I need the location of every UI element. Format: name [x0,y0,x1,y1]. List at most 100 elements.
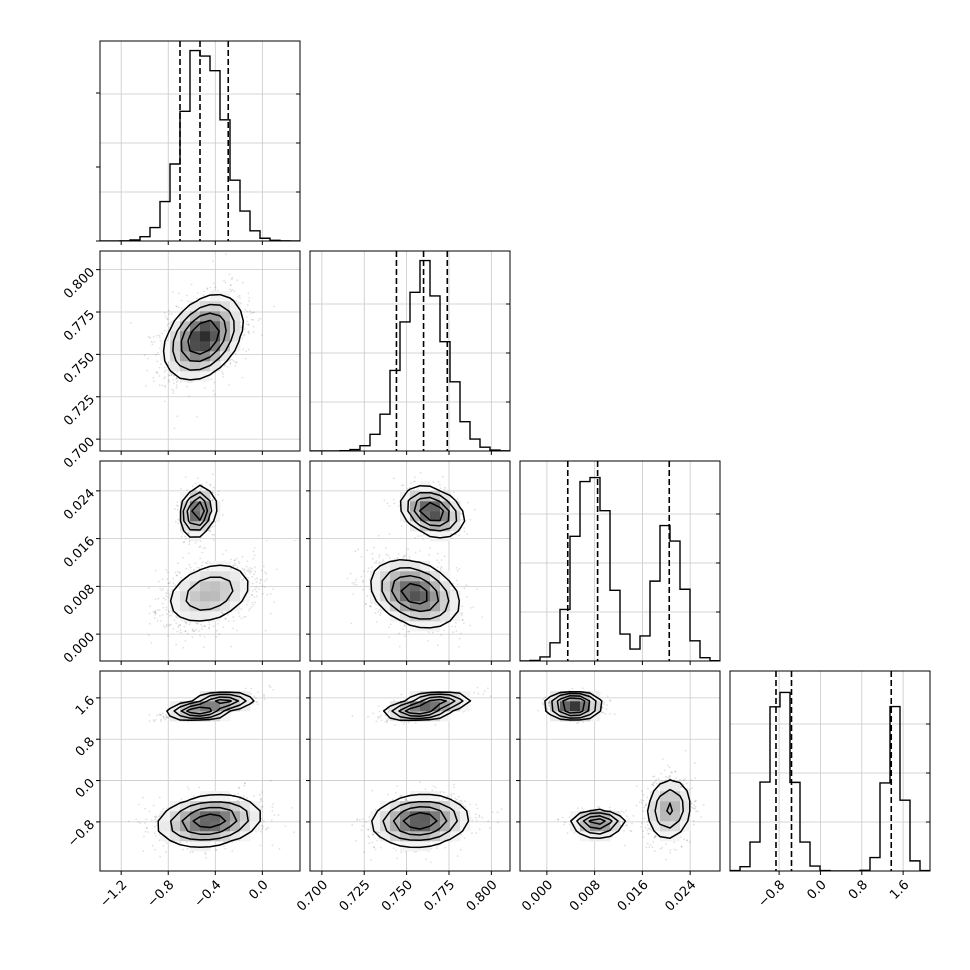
sample-point [240,608,243,610]
sample-point [192,630,195,633]
sample-point [362,588,364,591]
sample-point [451,537,453,540]
sample-point [148,612,151,615]
sample-point [187,552,190,555]
contour-line [169,484,249,622]
sample-point [167,610,170,612]
sample-point [460,614,463,617]
sample-point [262,592,264,595]
sample-point [157,609,160,612]
sample-point [350,622,353,625]
sample-point [384,547,387,550]
sample-point [246,569,248,572]
density-cell [190,331,201,342]
sample-point [234,364,237,367]
sample-point [235,557,238,560]
sample-point [403,555,405,557]
sample-point [247,568,250,571]
sample-point [163,400,166,403]
sample-point [250,312,253,315]
sample-point [151,343,154,346]
sample-point [166,317,168,320]
sample-point [240,578,243,581]
sample-point [155,353,158,356]
sample-point [167,635,169,637]
sample-point [167,592,169,594]
density-cell [230,311,241,322]
sample-point [200,623,202,626]
sample-point [175,377,178,379]
sample-point [458,645,460,648]
sample-point [246,320,249,323]
sample-point [229,288,232,291]
sample-point [427,640,430,642]
sample-point [371,566,373,569]
sample-point [185,294,188,297]
density-cell [230,321,241,332]
sample-point [220,611,223,614]
sample-point [258,588,260,590]
sample-point [222,513,224,516]
sample-point [177,518,180,521]
density-cell [190,531,201,542]
sample-point [378,556,380,559]
sample-point [263,586,266,588]
sample-point [180,577,183,579]
sample-point [242,579,244,581]
density-cell [230,571,241,582]
sample-point [440,565,443,568]
sample-point [387,626,390,628]
density-cell [190,351,201,362]
sample-point [207,627,210,630]
density-cell [210,361,221,372]
sample-point [235,352,237,355]
sample-point [393,502,396,505]
sample-point [172,628,175,630]
sample-point [187,308,190,311]
sample-point [164,376,167,378]
sample-point [432,481,435,483]
sample-point [165,608,168,611]
sample-point [157,580,160,583]
sample-point [244,308,247,311]
sample-point [388,504,391,507]
sample-point [213,525,215,527]
sample-point [211,533,214,536]
sample-point [148,605,151,608]
sample-point [168,379,170,382]
sample-point [203,625,206,628]
sample-point [469,624,472,627]
sample-point [237,612,240,614]
histogram-p1 [309,250,511,455]
panel-frame [99,460,301,662]
sample-point [229,363,232,365]
sample-point [156,371,159,374]
sample-point [199,487,202,490]
density-cell [160,351,171,362]
sample-point [187,532,190,535]
sample-point [444,486,446,489]
sample-point [157,597,160,600]
sample-point [250,570,253,573]
sample-point [185,622,187,625]
sample-point [247,348,250,351]
sample-point [403,555,405,558]
sample-point [176,504,178,507]
sample-point [254,588,257,591]
histogram-p2 [519,460,721,665]
sample-point [360,555,363,558]
density-cell [210,351,221,362]
sample-point [150,340,153,343]
sample-point [185,621,188,623]
sample-point [255,590,258,593]
sample-point [211,473,214,476]
sample-point [396,557,399,559]
sample-point [262,565,265,568]
sample-point [209,286,212,289]
sample-point [201,551,204,554]
sample-point [205,481,208,484]
sample-point [234,559,236,562]
sample-point [440,634,443,636]
sample-point [238,615,241,618]
sample-point [165,625,168,627]
